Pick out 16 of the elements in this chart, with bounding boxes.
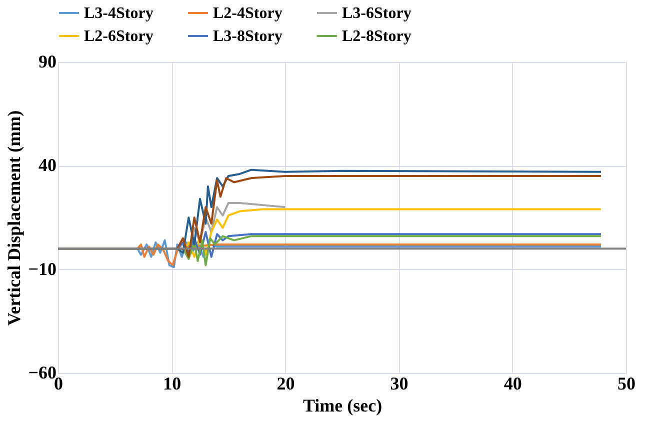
x-tick-label: 20 <box>276 374 295 394</box>
x-axis-title: Time (sec) <box>302 396 382 416</box>
x-tick-label: 10 <box>163 374 182 394</box>
x-tick-label: 40 <box>504 374 522 394</box>
y-tick-label: 40 <box>38 155 56 176</box>
y-tick-label: 90 <box>38 52 56 72</box>
legend-label: L3-8Story <box>213 28 282 45</box>
legend-label: L2-6Story <box>84 28 154 45</box>
x-tick-label: 30 <box>390 374 408 394</box>
legend-label: L3-4Story <box>84 5 154 22</box>
legend-label: L2-4Story <box>213 5 282 22</box>
legend-label: L3-6Story <box>342 5 412 22</box>
y-axis-title: Vertical Displacement (mm) <box>4 110 24 326</box>
y-tick-label: −10 <box>28 258 56 279</box>
legend-label: L2-8Story <box>342 28 412 45</box>
x-tick-label: 50 <box>618 374 636 394</box>
